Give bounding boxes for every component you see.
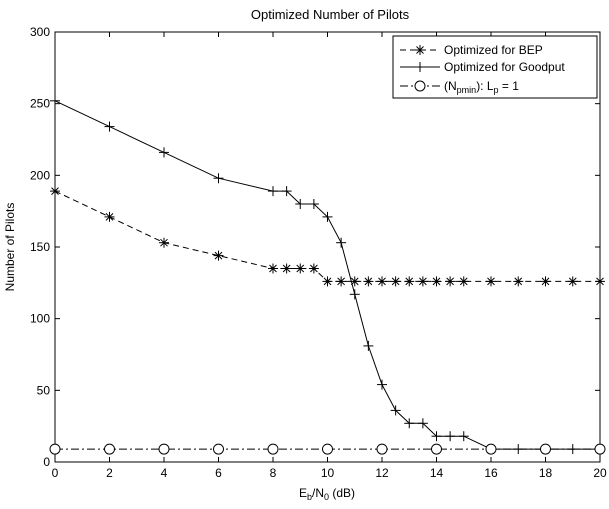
- series-0-point-22: [567, 276, 578, 287]
- series-markers: [49, 95, 606, 455]
- series-0-point-1: [104, 211, 115, 222]
- legend-entry-bep: Optimized for BEP: [400, 43, 543, 57]
- series-1-point-7: [308, 199, 319, 209]
- x-tick-label-3: 6: [215, 466, 222, 480]
- legend-entry-npmin: (Npmin): Lp = 1: [400, 79, 519, 95]
- x-label-mid: /N: [312, 486, 324, 500]
- chart-title: Optimized Number of Pilots: [251, 7, 410, 22]
- series-2-point-8: [485, 443, 497, 455]
- legend: Optimized for BEP Optimized for Goodput …: [392, 35, 598, 99]
- y-tick-label-3: 150: [30, 240, 50, 254]
- series-2-point-2: [158, 443, 170, 455]
- series-0-point-20: [513, 276, 524, 287]
- x-tick-label-1: 2: [106, 466, 113, 480]
- series-1-point-5: [281, 186, 292, 197]
- x-axis-label: Eb/N0 (dB): [299, 486, 355, 502]
- legend-label-goodput: Optimized for Goodput: [444, 60, 565, 74]
- series-1-point-4: [268, 186, 278, 197]
- y-tick-label-2: 100: [30, 312, 50, 326]
- y-tick-label-4: 200: [30, 168, 50, 182]
- series-0-point-5: [281, 263, 292, 274]
- series-1-point-15: [417, 418, 428, 429]
- series-0-point-7: [308, 263, 319, 274]
- series-1-point-1: [104, 121, 115, 132]
- x-tick-label-4: 8: [270, 466, 277, 480]
- y-tick-label-6: 300: [30, 25, 50, 39]
- series-1-point-16: [431, 431, 442, 442]
- series-2-point-5: [322, 443, 333, 455]
- series-0-point-16: [431, 276, 442, 287]
- series-0-point-13: [390, 276, 401, 287]
- series-2-point-6: [376, 443, 388, 455]
- x-label-tail: (dB): [329, 486, 355, 500]
- plot-area: [54, 31, 601, 463]
- x-tick-label-8: 16: [484, 466, 498, 480]
- series-2-point-10: [594, 443, 606, 455]
- x-tick-label-5: 10: [321, 466, 335, 480]
- x-tick-label-6: 12: [375, 466, 389, 480]
- series-1-point-14: [404, 418, 415, 429]
- series-0-point-19: [486, 276, 496, 287]
- series-1-point-17: [445, 431, 456, 442]
- series-0-point-4: [268, 263, 278, 274]
- series-2-point-9: [540, 443, 551, 455]
- legend-entry-goodput: Optimized for Goodput: [400, 60, 565, 74]
- series-1-point-9: [336, 237, 347, 248]
- series-2-point-1: [104, 443, 115, 455]
- series-0-point-17: [445, 276, 456, 287]
- series-1-point-2: [159, 147, 169, 158]
- series-0-point-0: [50, 186, 60, 197]
- series-2-point-4: [267, 443, 279, 455]
- series-1-point-11: [363, 340, 374, 351]
- series-0-point-15: [417, 276, 428, 287]
- series-1-point-12: [377, 379, 387, 390]
- series-1-point-20: [513, 444, 524, 455]
- legend-label-npmin: (Npmin): Lp = 1: [444, 79, 519, 95]
- x-tick-label-0: 0: [52, 466, 59, 480]
- legend-marker-bep: [415, 45, 425, 55]
- x-tick-label-7: 14: [430, 466, 444, 480]
- y-tick-label-1: 50: [37, 383, 51, 397]
- series-0-point-12: [377, 276, 387, 287]
- x-tick-label-9: 18: [539, 466, 553, 480]
- series-0-point-6: [295, 263, 306, 274]
- y-tick-label-0: 0: [43, 455, 50, 469]
- series-0-point-23: [595, 276, 605, 287]
- legend-marker-npmin: [414, 80, 426, 92]
- series-1-point-3: [213, 173, 224, 184]
- series-1-point-6: [295, 199, 306, 209]
- series-0-point-10: [349, 276, 360, 287]
- x-tick-label-2: 4: [161, 466, 168, 480]
- series-0-point-21: [540, 276, 551, 287]
- series-0-point-18: [458, 276, 469, 287]
- series-1-point-10: [349, 289, 360, 300]
- x-label-sub1: b: [307, 492, 312, 502]
- series-0-point-9: [336, 276, 347, 287]
- series-0-point-11: [363, 276, 374, 287]
- x-label-main: E: [299, 486, 307, 500]
- series-2-point-0: [49, 443, 61, 455]
- series-0-point-8: [322, 276, 333, 287]
- legend-marker-goodput: [415, 62, 425, 72]
- series-0-point-2: [159, 237, 169, 248]
- x-tick-label-10: 20: [593, 466, 607, 480]
- series-2-point-7: [431, 443, 442, 455]
- series-0-point-3: [213, 250, 224, 261]
- series-1-point-13: [390, 405, 401, 416]
- legend-label-bep: Optimized for BEP: [444, 43, 543, 57]
- y-axis-label: Number of Pilots: [3, 203, 17, 292]
- y-tick-label-5: 250: [30, 97, 50, 111]
- x-label-sub2: 0: [324, 492, 329, 502]
- series-1-point-8: [322, 211, 333, 222]
- series-1-point-22: [567, 444, 578, 455]
- series-1-point-18: [458, 431, 469, 442]
- series-1-point-0: [50, 95, 60, 106]
- series-2-point-3: [213, 443, 224, 455]
- series-0-point-14: [404, 276, 415, 287]
